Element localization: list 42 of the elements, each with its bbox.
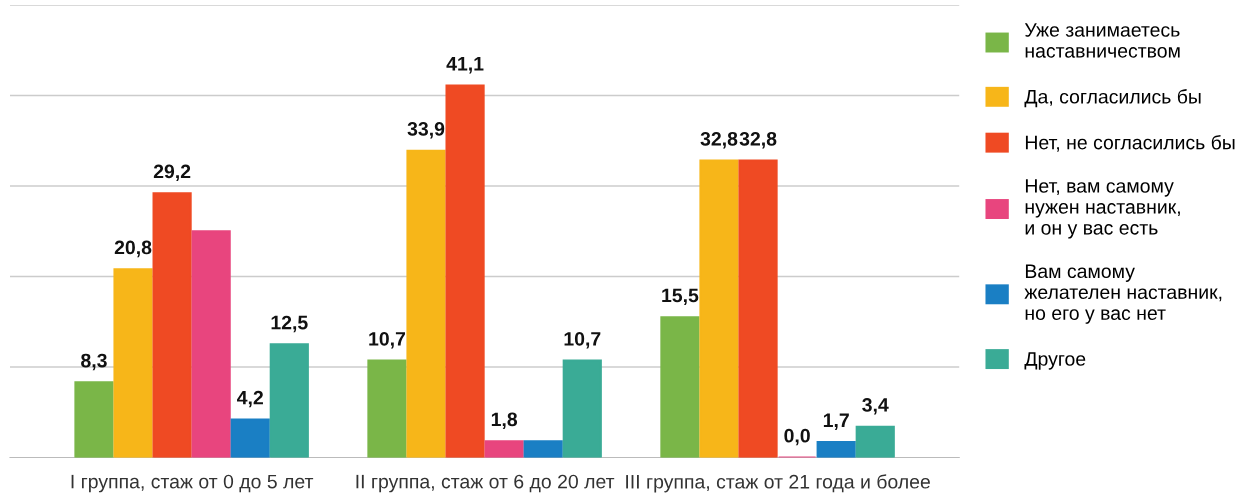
- bar: [113, 268, 153, 458]
- data-label: 1,8: [491, 412, 518, 430]
- x-tick-label: II группа, стаж от 6 до 20 лет: [356, 474, 615, 493]
- bar: [562, 359, 602, 458]
- data-label: 1,7: [823, 413, 849, 430]
- bar: [445, 84, 485, 458]
- bar: [660, 316, 700, 458]
- data-label: 12,5: [271, 315, 308, 333]
- data-label: 0,0: [784, 428, 810, 446]
- x-tick-label: III группа, стаж от 21 года и более: [626, 474, 930, 493]
- data-label: 20,8: [114, 240, 152, 258]
- data-label: 32,8: [700, 131, 738, 149]
- data-label: 32,8: [739, 131, 777, 149]
- legend-label: Да, согласились бы: [1024, 89, 1201, 108]
- data-label: 33,9: [407, 121, 445, 139]
- bar: [738, 159, 778, 458]
- data-label: 29,2: [153, 164, 191, 182]
- bar: [152, 192, 192, 458]
- data-label: 3,4: [862, 398, 889, 415]
- bar: [367, 359, 407, 458]
- data-label: 8,3: [81, 353, 107, 371]
- data-label: 4,2: [237, 390, 263, 408]
- x-tick-label: I группа, стаж от 0 до 5 лет: [71, 474, 314, 493]
- data-label: 41,1: [446, 57, 484, 74]
- bar: [74, 381, 114, 458]
- bar: [406, 149, 446, 458]
- bar: [484, 440, 524, 458]
- data-label: 10,7: [564, 331, 601, 349]
- legend-label: Нет, вам самому нужен наставник, и он у вас есть: [1025, 179, 1180, 239]
- data-label: 10,7: [369, 331, 406, 349]
- bar: [230, 418, 270, 458]
- bar: [855, 425, 895, 458]
- legend-label: Другое: [1024, 352, 1086, 370]
- legend-label: Уже занимаетесь наставничеством: [1024, 23, 1180, 58]
- data-label: 15,5: [662, 288, 699, 306]
- bar: [816, 441, 856, 458]
- legend-label: Нет, не согласились бы: [1025, 134, 1235, 152]
- bar: [269, 343, 309, 458]
- bar: [523, 440, 563, 458]
- legend-label: Вам самому желателен наставник, но его у вас нет: [1024, 264, 1222, 324]
- bar: [699, 159, 739, 458]
- bar: [191, 230, 231, 458]
